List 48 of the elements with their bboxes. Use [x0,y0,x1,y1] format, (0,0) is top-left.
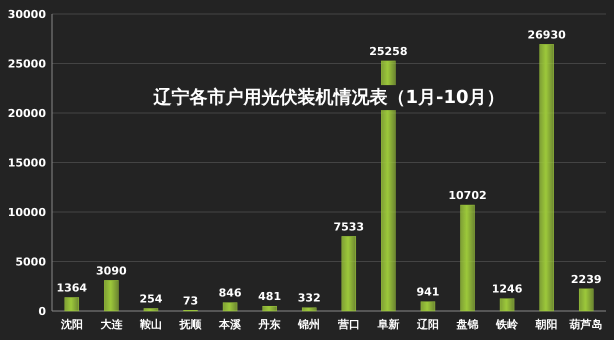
data-label: 481 [258,290,282,304]
bar [460,204,475,312]
bar [64,297,80,312]
x-tick-label: 葫芦岛 [568,318,603,331]
bar [342,236,356,312]
x-tick-label: 沈阳 [60,318,83,331]
y-tick-label: 10000 [8,206,46,219]
y-tick-label: 5000 [15,256,46,268]
bar [539,44,554,312]
data-label: 1364 [56,281,88,294]
bar [262,306,277,312]
x-tick-label: 阜新 [376,318,400,331]
data-label: 332 [298,292,321,305]
x-tick-label: 鞍山 [138,318,162,331]
x-tick-label: 营口 [336,318,360,331]
bar [222,302,238,312]
x-tick-label: 大连 [100,318,124,331]
x-tick-label: 辽阳 [416,318,439,331]
bar [578,288,594,312]
data-label: 1246 [492,282,523,296]
bar [302,307,316,312]
data-label: 2239 [570,272,602,286]
text: 辽宁各市户用光伏装机情况表（1月-10月） [152,87,505,108]
data-label: 25258 [369,44,408,58]
data-label: 846 [218,286,242,300]
data-label: 254 [139,292,163,306]
data-label: 3090 [96,264,128,278]
x-tick-label: 朝阳 [534,318,558,331]
y-tick-label: 25000 [8,58,46,70]
data-label: 7533 [333,220,364,234]
x-tick-label: 锦州 [297,318,320,331]
x-tick-label: 本溪 [218,318,242,331]
data-label: 10702 [448,189,487,202]
y-tick-label: 0 [38,305,46,318]
data-label: 941 [416,286,440,299]
y-tick-label: 20000 [8,107,46,120]
x-tick-label: 铁岭 [495,318,520,331]
data-label: 73 [182,294,198,308]
x-tick-label: 抚顺 [178,318,202,331]
bar [104,280,119,312]
data-label: 26930 [528,28,566,42]
y-tick-label: 15000 [8,156,46,170]
x-tick-label: 丹东 [258,318,281,331]
bar [420,301,436,312]
y-tick-label: 30000 [8,8,46,21]
x-tick-label: 盘锦 [456,318,478,331]
bar [500,298,514,312]
bar [144,308,158,312]
